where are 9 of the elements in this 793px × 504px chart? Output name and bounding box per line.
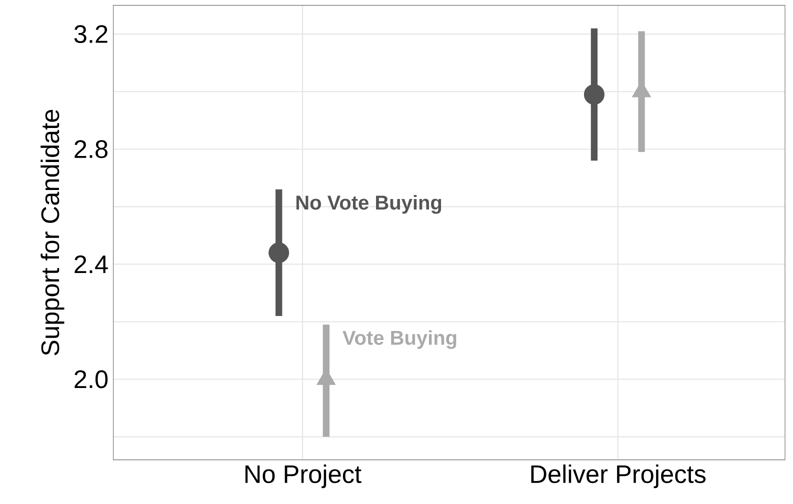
y-tick-label: 2.0 bbox=[74, 370, 108, 388]
series-label: Vote Buying bbox=[342, 330, 456, 350]
y-axis-title: Support for Candidate bbox=[40, 110, 64, 356]
y-tick-label: 3.2 bbox=[74, 25, 108, 44]
series-label: No Vote Buying bbox=[296, 195, 442, 214]
y-tick-label: 2.8 bbox=[74, 140, 108, 158]
x-tick-label: No Project bbox=[245, 464, 362, 488]
x-tick-label: Deliver Projects bbox=[531, 464, 706, 488]
y-tick-label: 2.4 bbox=[74, 255, 108, 274]
